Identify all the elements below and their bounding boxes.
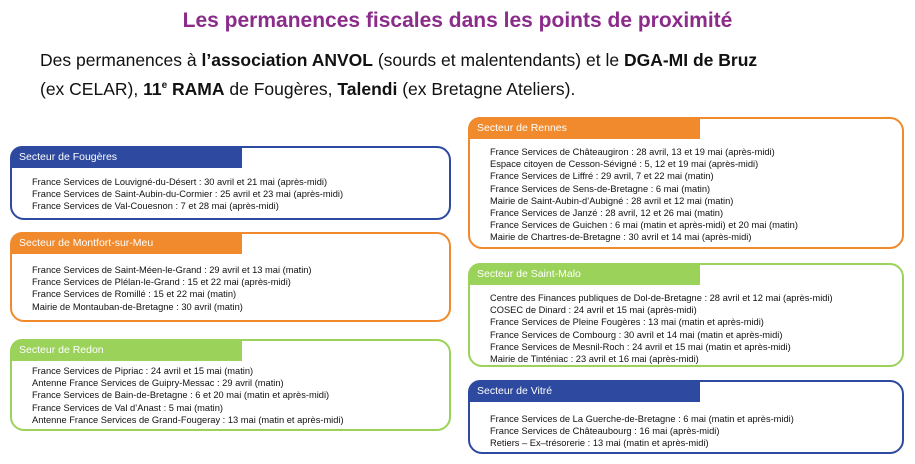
- service-line: France Services de La Guerche-de-Bretagn…: [490, 414, 794, 424]
- intro-bold-talendi: Talendi: [337, 78, 398, 99]
- service-line: France Services de Saint-Aubin-du-Cormie…: [32, 189, 344, 200]
- intro-sup: e: [161, 80, 168, 91]
- sector-montfort-header: Secteur de Montfort-sur-Meu: [10, 232, 242, 254]
- sector-vitre-header: Secteur de Vitré: [468, 380, 700, 402]
- service-line: France Services de Pipriac : 24 avril et…: [32, 366, 254, 376]
- intro-part: (ex Bretagne Ateliers).: [397, 78, 576, 99]
- service-line: France Services de Pleine Fougères : 13 …: [490, 317, 764, 328]
- service-line: France Services de Plélan-le-Grand : 15 …: [32, 277, 291, 288]
- intro-bold-dgami: DGA-MI de Bruz: [623, 50, 758, 70]
- sector-fougeres-list: France Services de Louvigné-du-Désert : …: [32, 176, 343, 213]
- sector-rennes-list: France Services de Châteaugiron : 28 avr…: [490, 146, 798, 244]
- sector-montfort-list: France Services de Saint-Méen-le-Grand :…: [32, 264, 312, 313]
- service-line: France Services de Combourg : 30 avril e…: [490, 329, 783, 340]
- intro-text: Des permanences à l’association ANVOL (s…: [40, 48, 900, 102]
- service-line: Antenne France Services de Grand-Fougera…: [32, 414, 344, 425]
- sector-saintmalo-header: Secteur de Saint-Malo: [468, 263, 700, 285]
- sector-redon-header: Secteur de Redon: [10, 339, 242, 361]
- sector-saintmalo-list: Centre des Finances publiques de Dol-de-…: [490, 292, 833, 365]
- service-line: Centre des Finances publiques de Dol-de-…: [490, 293, 833, 303]
- service-line: France Services de Châteaugiron : 28 avr…: [490, 147, 775, 157]
- service-line: Mairie de Tinténiac : 23 avril et 16 mai…: [490, 354, 699, 365]
- intro-bold-anvol: l’association ANVOL: [201, 50, 373, 70]
- sector-redon-list: France Services de Pipriac : 24 avril et…: [32, 365, 344, 426]
- intro-bold-11: 11: [143, 78, 162, 99]
- service-line: France Services de Mesnil-Roch : 24 avri…: [490, 341, 791, 352]
- sector-fougeres-card: Secteur de Fougères France Services de L…: [10, 146, 451, 220]
- sector-vitre-list: France Services de La Guerche-de-Bretagn…: [490, 413, 794, 450]
- service-line: COSEC de Dinard : 24 avril et 15 mai (ap…: [490, 305, 697, 316]
- service-line: Espace citoyen de Cesson-Sévigné : 5, 12…: [490, 159, 759, 170]
- service-line: France Services de Sens-de-Bretagne : 6 …: [490, 183, 711, 194]
- sector-redon-card: Secteur de Redon France Services de Pipr…: [10, 339, 451, 431]
- intro-bold-rama: RAMA: [167, 78, 225, 99]
- sector-saintmalo-card: Secteur de Saint-Malo Centre des Finance…: [468, 263, 904, 367]
- service-line: France Services de Liffré : 29 avril, 7 …: [490, 171, 714, 182]
- service-line: France Services de Val-Couesnon : 7 et 2…: [32, 201, 279, 212]
- service-line: Mairie de Montauban-de-Bretagne : 30 avr…: [32, 301, 243, 312]
- intro-part: (ex CELAR),: [40, 78, 144, 99]
- service-line: France Services de Bain-de-Bretagne : 6 …: [32, 390, 330, 401]
- intro-part: Des permanences à: [40, 50, 202, 70]
- service-line: Antenne France Services de Guipry-Messac…: [32, 378, 284, 389]
- sector-rennes-header: Secteur de Rennes: [468, 117, 700, 139]
- service-line: France Services de Saint-Méen-le-Grand :…: [32, 265, 312, 275]
- service-line: Retiers – Ex–trésorerie : 13 mai (matin …: [490, 438, 709, 449]
- sector-fougeres-header: Secteur de Fougères: [10, 146, 242, 168]
- service-line: France Services de Guichen : 6 mai (mati…: [490, 220, 798, 231]
- page-title: Les permanences fiscales dans les points…: [182, 9, 733, 32]
- service-line: France Services de Romillé : 15 et 22 ma…: [32, 289, 237, 300]
- service-line: France Services de Louvigné-du-Désert : …: [32, 177, 328, 187]
- service-line: France Services de Janzé : 28 avril, 12 …: [490, 208, 724, 219]
- sector-montfort-card: Secteur de Montfort-sur-Meu France Servi…: [10, 232, 451, 322]
- service-line: Mairie de Saint-Aubin-d’Aubigné : 28 avr…: [490, 195, 734, 206]
- service-line: Mairie de Chartres-de-Bretagne : 30 avri…: [490, 232, 752, 243]
- sector-vitre-card: Secteur de Vitré France Services de La G…: [468, 380, 904, 454]
- intro-part: (sourds et malentendants) et le: [372, 50, 624, 70]
- service-line: France Services de Val d’Anast : 5 mai (…: [32, 402, 224, 413]
- service-line: France Services de Châteaubourg : 16 mai…: [490, 426, 720, 437]
- sector-rennes-card: Secteur de Rennes France Services de Châ…: [468, 117, 904, 249]
- intro-part: de Fougères,: [224, 78, 338, 99]
